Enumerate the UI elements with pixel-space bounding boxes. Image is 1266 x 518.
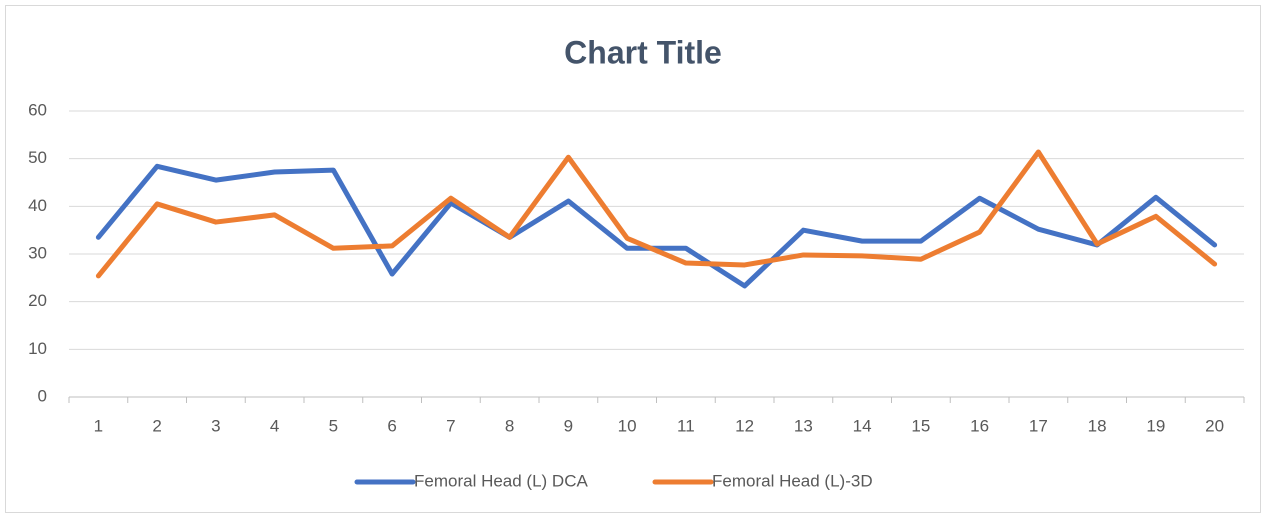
- chart-title: Chart Title: [564, 34, 722, 70]
- y-tick-label: 40: [28, 196, 47, 215]
- legend-label: Femoral Head (L) DCA: [414, 471, 588, 490]
- x-tick-label: 1: [94, 416, 103, 435]
- x-tick-label: 9: [564, 416, 573, 435]
- x-tick-label: 11: [677, 416, 695, 435]
- x-tick-label: 14: [853, 416, 872, 435]
- x-tick-label: 17: [1029, 416, 1048, 435]
- y-tick-label: 0: [38, 386, 47, 405]
- x-tick-label: 15: [911, 416, 930, 435]
- x-tick-label: 3: [211, 416, 220, 435]
- legend-label: Femoral Head (L)-3D: [712, 471, 873, 490]
- x-tick-label: 19: [1146, 416, 1165, 435]
- x-tick-label: 8: [505, 416, 514, 435]
- x-tick-label: 20: [1205, 416, 1224, 435]
- y-tick-label: 50: [28, 148, 47, 167]
- x-tick-label: 10: [618, 416, 637, 435]
- x-tick-label: 2: [152, 416, 161, 435]
- x-tick-label: 16: [970, 416, 989, 435]
- x-tick-label: 7: [446, 416, 455, 435]
- y-tick-label: 10: [28, 339, 47, 358]
- y-tick-label: 60: [28, 100, 47, 119]
- series-line: [95, 149, 1218, 279]
- x-tick-label: 6: [387, 416, 396, 435]
- x-tick-label: 12: [735, 416, 754, 435]
- y-tick-label: 30: [28, 243, 47, 262]
- chart-border: [5, 5, 1261, 513]
- x-tick-label: 13: [794, 416, 813, 435]
- y-tick-label: 20: [28, 291, 47, 310]
- x-tick-label: 18: [1088, 416, 1107, 435]
- x-tick-label: 4: [270, 416, 279, 435]
- x-tick-label: 5: [329, 416, 338, 435]
